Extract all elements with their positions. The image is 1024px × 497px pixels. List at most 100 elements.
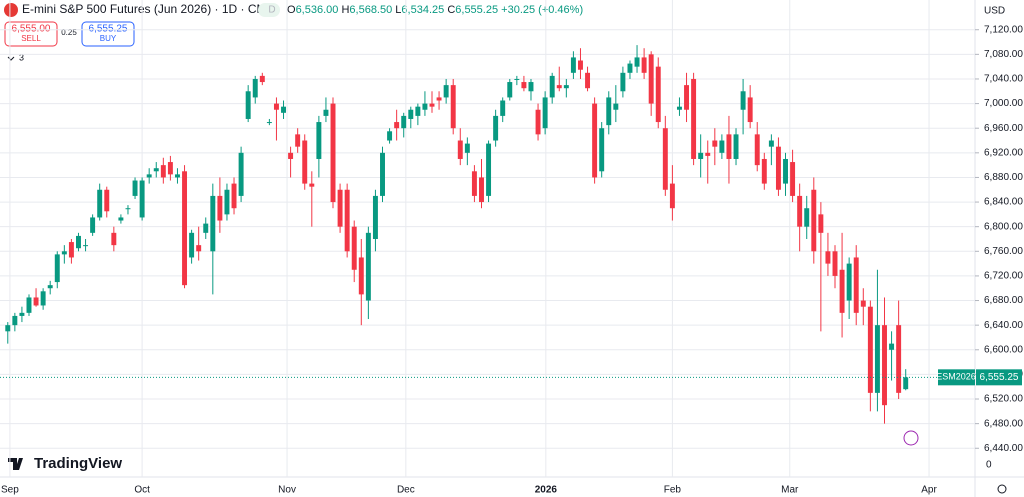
ohlc: O6,536.00 H6,568.50 L6,534.25 C6,555.25 … — [287, 4, 583, 16]
candle-body — [775, 146, 781, 190]
candle-body — [761, 158, 767, 184]
candle-body — [408, 109, 414, 119]
candle-body — [471, 171, 477, 196]
chart-title: E-mini S&P 500 Futures (Jun 2026) · 1D ·… — [22, 2, 275, 16]
candle-body — [351, 226, 357, 270]
y-tick-label: 6,800.00 — [984, 221, 1023, 232]
change: +30.25 (+0.46%) — [501, 4, 583, 16]
candle-body — [429, 103, 435, 107]
candle-body — [323, 109, 329, 116]
candle-body — [259, 75, 265, 83]
candle-body — [655, 66, 661, 123]
candle-body — [882, 325, 887, 406]
indicator-count: 3 — [19, 52, 24, 62]
candle-body — [592, 103, 598, 178]
candle-body — [83, 245, 89, 247]
collapse-icon[interactable] — [7, 56, 15, 61]
h-label: H — [341, 4, 349, 16]
candle-body — [733, 134, 739, 159]
candle-body — [302, 140, 308, 184]
candle-body — [167, 162, 173, 175]
l-value: 6,534.25 — [401, 4, 444, 16]
event-icon[interactable] — [903, 430, 919, 446]
candle-body — [507, 82, 513, 98]
y-tick-label: 6,880.00 — [984, 172, 1023, 183]
candle-body — [210, 195, 216, 252]
candle-body — [719, 140, 725, 153]
candle-body — [203, 223, 209, 233]
brand: TradingView — [34, 455, 122, 472]
candle-body — [811, 189, 817, 252]
candle-body — [846, 263, 852, 301]
symbol-tag: ESM2026 — [936, 372, 976, 382]
candle-body — [747, 97, 753, 123]
candle-body — [189, 232, 195, 258]
candle-body — [153, 168, 159, 172]
candle-body — [669, 183, 675, 209]
candle-body — [860, 300, 866, 307]
x-tick-label: Mar — [781, 485, 799, 496]
candle-body — [118, 217, 124, 221]
candle-body — [535, 109, 541, 135]
y-tick-label: 6,480.00 — [984, 418, 1023, 429]
buy-price: 6,555.25 — [89, 24, 128, 35]
plot — [0, 45, 975, 424]
y-tick-label: 6,920.00 — [984, 147, 1023, 158]
candle-body — [40, 291, 46, 306]
candle-body — [436, 97, 442, 101]
candle-body — [797, 195, 803, 227]
l-label: L — [395, 4, 401, 16]
currency: USD — [984, 6, 1005, 17]
candle-body — [521, 82, 527, 89]
candle-body — [634, 57, 640, 67]
candle-body — [26, 297, 32, 313]
candle-body — [768, 140, 774, 147]
candle-body — [372, 195, 378, 239]
y-tick-label: 7,120.00 — [984, 24, 1023, 35]
candle-body — [874, 325, 880, 393]
candle-body — [337, 189, 343, 227]
buy-button[interactable] — [81, 21, 135, 47]
y-tick-label: 7,040.00 — [984, 74, 1023, 85]
candle-body — [196, 245, 202, 252]
candle-body — [563, 85, 569, 89]
candle-body — [556, 85, 562, 89]
candle-body — [174, 174, 180, 178]
candle-body — [620, 72, 626, 92]
y-tick-label: 6,680.00 — [984, 295, 1023, 306]
badge-bg — [258, 3, 280, 17]
c-value: 6,555.25 — [455, 4, 498, 16]
y-tick-label: 7,000.00 — [984, 98, 1023, 109]
candle-body — [542, 97, 548, 129]
candle-body — [464, 143, 470, 153]
candle-body — [394, 122, 400, 129]
candle-body — [500, 100, 506, 116]
candle-body — [896, 325, 902, 393]
candle-body — [387, 131, 393, 141]
candle-body — [804, 208, 810, 227]
candle-body — [641, 57, 647, 73]
candle-body — [726, 134, 732, 159]
x-tick-label: Dec — [397, 485, 415, 496]
candle-body — [783, 158, 788, 184]
sell-label: SELL — [21, 34, 41, 43]
candle-body — [365, 232, 371, 301]
x-tick-label: Sep — [1, 485, 19, 496]
candle-body — [599, 128, 605, 172]
candle-body — [19, 312, 25, 316]
brand-logo — [8, 458, 23, 470]
spread: 0.25 — [61, 28, 77, 37]
y-tick-label: 6,760.00 — [984, 246, 1023, 257]
settings-icon[interactable] — [997, 484, 1007, 494]
x-tick-label: Apr — [921, 485, 937, 496]
candle-body — [160, 165, 166, 178]
candle-body — [486, 143, 492, 196]
candle-body — [330, 103, 336, 203]
candle-body — [224, 189, 230, 215]
candle-body — [853, 257, 859, 313]
candle-body — [231, 183, 237, 209]
sell-button[interactable] — [4, 21, 58, 47]
candle-body — [443, 85, 449, 98]
candle-body — [698, 152, 704, 159]
